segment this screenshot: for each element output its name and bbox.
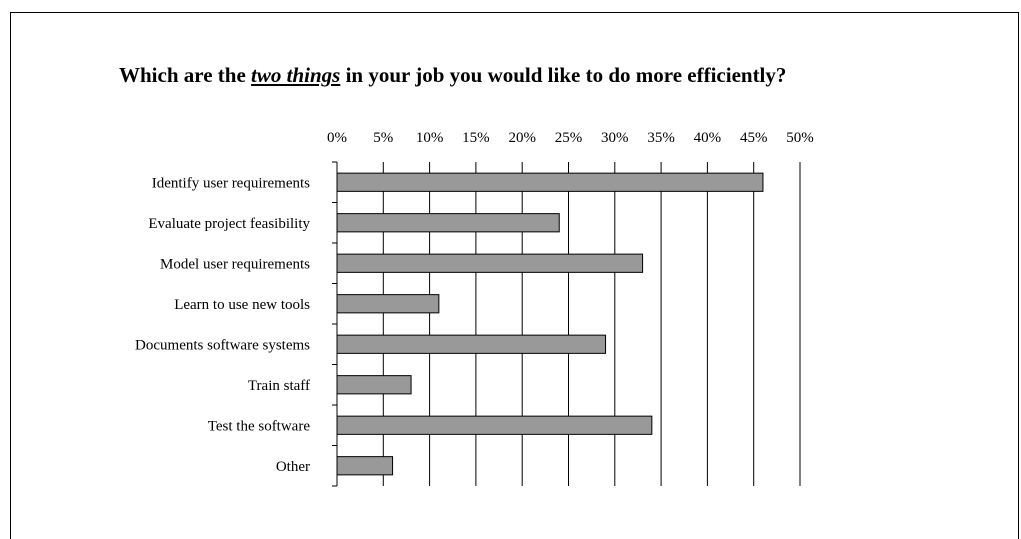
x-tick-labels: 0% 5% 10% 15% 20% 25% 30% 35% 40% 45% 50%: [327, 130, 814, 146]
x-tick-label: 20%: [508, 130, 536, 146]
category-label: Train staff: [248, 378, 310, 394]
title-emphasis: two things: [251, 63, 341, 87]
category-axis: [332, 161, 338, 487]
chart-frame: [10, 12, 1019, 539]
bar: [336, 375, 412, 395]
x-tick-label: 10%: [416, 130, 444, 146]
bars: [336, 172, 764, 476]
bar: [336, 213, 560, 233]
category-labels: Identify user requirements Evaluate proje…: [135, 175, 310, 475]
x-tick-label: 30%: [601, 130, 629, 146]
chart-title: Which are the two things in your job you…: [119, 63, 786, 88]
title-part-after: in your job you would like to do more ef…: [340, 63, 787, 87]
category-label: Test the software: [208, 418, 311, 434]
gridlines: [382, 162, 801, 486]
bar: [336, 253, 644, 273]
x-tick-label: 25%: [555, 130, 583, 146]
bar: [336, 456, 394, 476]
x-tick-label: 35%: [647, 130, 675, 146]
bar: [336, 172, 764, 192]
title-part-before: Which are the: [119, 63, 252, 87]
x-tick-label: 0%: [327, 130, 347, 146]
category-label: Model user requirements: [160, 256, 310, 272]
category-label: Documents software systems: [135, 337, 310, 353]
x-tick-label: 45%: [740, 130, 768, 146]
x-tick-label: 40%: [694, 130, 722, 146]
bar: [336, 334, 607, 354]
x-tick-label: 50%: [786, 130, 814, 146]
x-tick-label: 15%: [462, 130, 490, 146]
category-label: Identify user requirements: [152, 175, 310, 191]
bar: [336, 294, 440, 314]
category-label: Evaluate project feasibility: [148, 216, 310, 232]
category-label: Learn to use new tools: [174, 297, 310, 313]
bar: [336, 415, 653, 435]
category-label: Other: [276, 459, 310, 475]
x-tick-label: 5%: [373, 130, 393, 146]
